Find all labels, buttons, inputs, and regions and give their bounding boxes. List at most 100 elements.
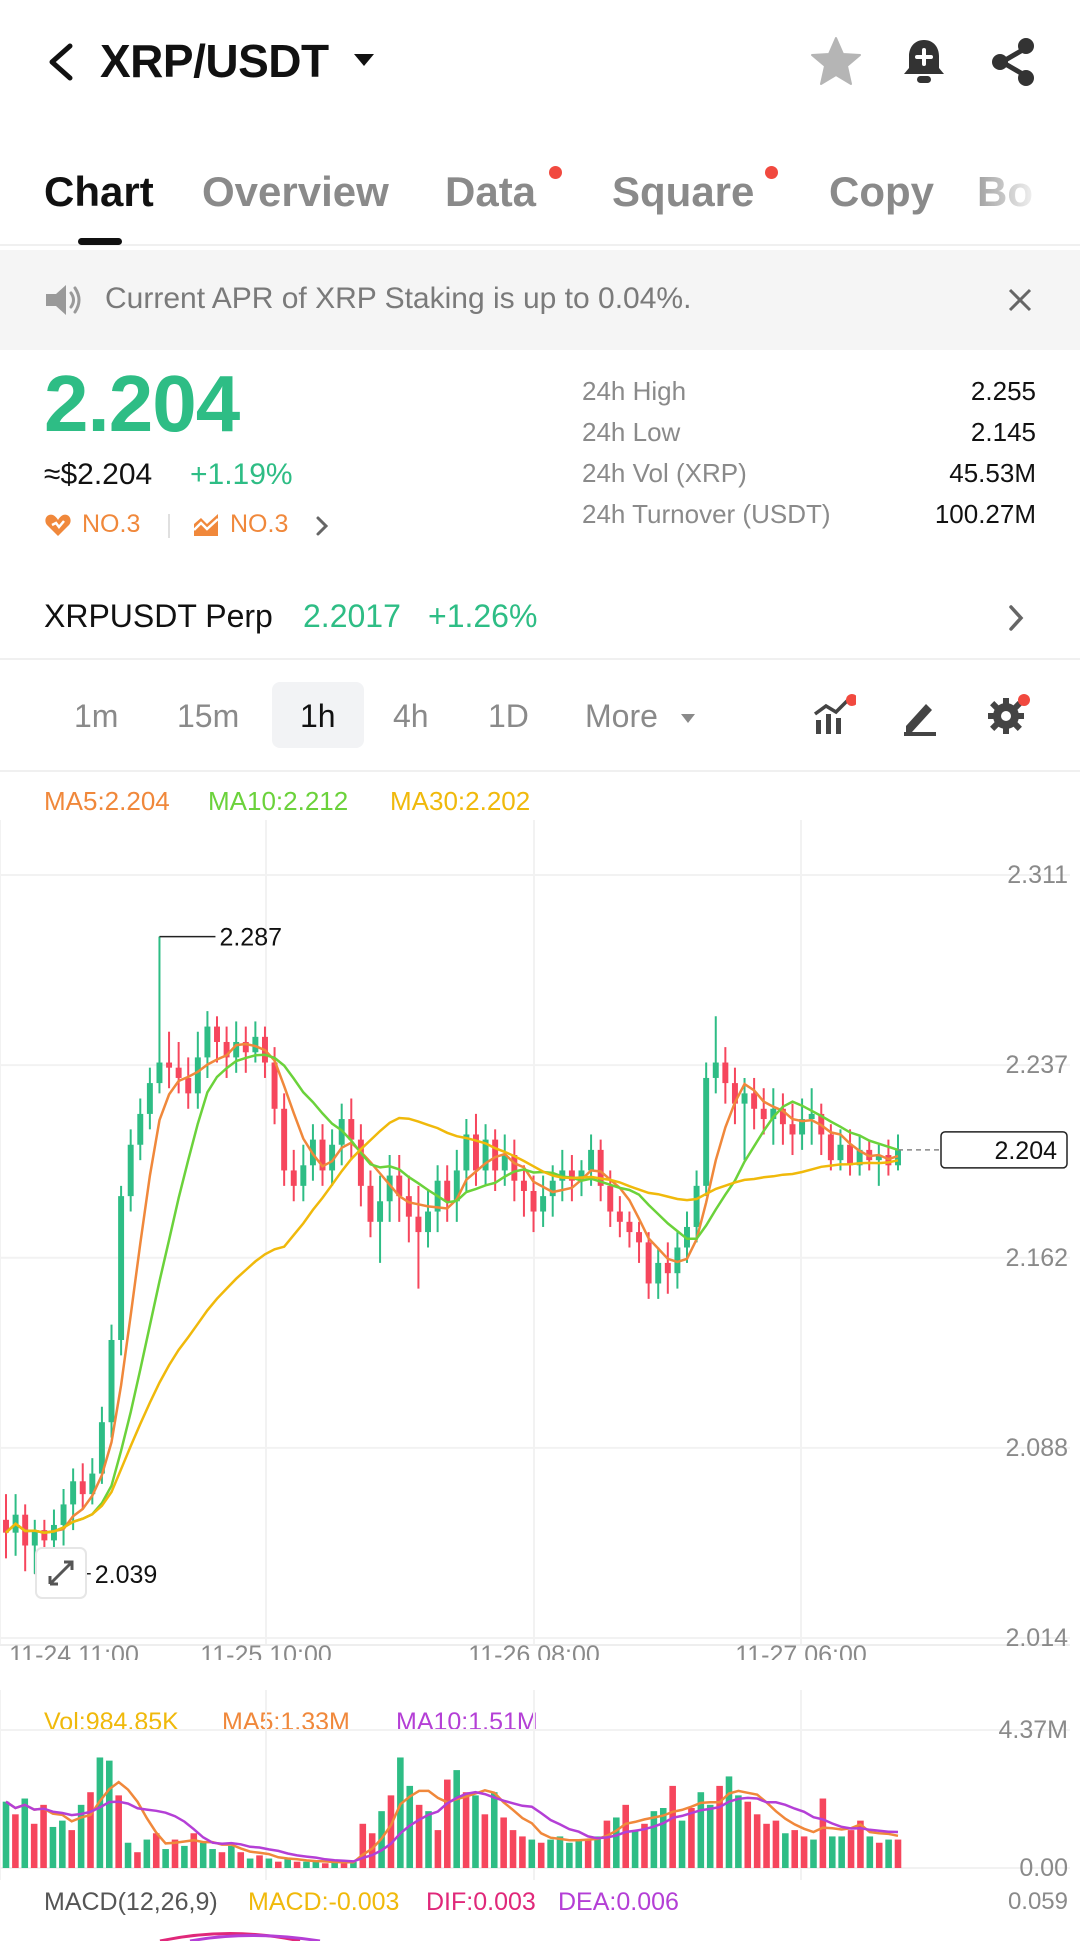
perp-chevron-right-icon[interactable]	[1006, 602, 1026, 639]
volume-bar	[340, 1863, 348, 1868]
volume-bar	[350, 1861, 357, 1868]
candle-body	[837, 1144, 844, 1161]
tab-square[interactable]: Square	[612, 168, 755, 215]
tab-data[interactable]: Data	[445, 168, 537, 215]
volume-bar	[650, 1811, 658, 1868]
volume-bar	[706, 1804, 714, 1868]
volume-bar	[631, 1830, 639, 1868]
candle-body	[223, 1041, 230, 1058]
volume-bar	[819, 1798, 827, 1868]
settings-gear-icon[interactable]	[986, 694, 1030, 738]
ma10-line	[5, 1053, 899, 1534]
candle-body	[271, 1062, 278, 1109]
share-icon[interactable]	[986, 34, 1042, 90]
speaker-icon	[44, 282, 84, 323]
draw-pencil-icon[interactable]	[898, 694, 942, 738]
candle-body	[146, 1083, 153, 1114]
volume-bar	[537, 1842, 545, 1868]
volume-bar	[115, 1795, 122, 1868]
star-icon[interactable]	[808, 34, 864, 90]
tab-overview[interactable]: Overview	[202, 168, 389, 215]
stat-24h-vol-value: 45.53M	[949, 458, 1036, 488]
vol-legend: Vol:984.85K	[44, 1708, 179, 1736]
volume-bar	[472, 1795, 479, 1868]
macd-chart[interactable]	[0, 1916, 1080, 1941]
volume-bar	[397, 1757, 404, 1868]
volume-bar	[500, 1817, 507, 1868]
candle-body	[175, 1067, 182, 1078]
candle-body	[118, 1196, 125, 1340]
candle-body	[290, 1170, 297, 1186]
more-caret-icon[interactable]	[680, 712, 696, 730]
volume-bar	[444, 1779, 451, 1868]
pair-title[interactable]: XRP/USDT	[100, 35, 329, 87]
volume-bar	[284, 1858, 291, 1868]
x-tick-label: 11-27 06:00	[735, 1641, 867, 1660]
close-icon[interactable]	[1006, 286, 1034, 319]
volume-bar	[791, 1830, 799, 1868]
pair-dropdown-icon[interactable]	[352, 52, 376, 73]
ma5-legend: MA5:2.204	[44, 786, 170, 816]
price-change: +1.19%	[190, 458, 293, 491]
ma30-legend: MA30:2.202	[390, 786, 531, 816]
volume-bar	[453, 1770, 460, 1868]
candle-body	[50, 1524, 57, 1541]
volume-bar	[725, 1776, 733, 1868]
volume-bar	[481, 1814, 489, 1868]
stat-24h-low-label: 24h Low	[582, 417, 681, 447]
interval-more[interactable]: More	[585, 698, 658, 734]
interval-1h[interactable]: 1h	[300, 698, 336, 734]
candle-body	[808, 1113, 815, 1120]
candle-body	[453, 1170, 460, 1202]
volume-bar	[237, 1852, 245, 1868]
interval-1m[interactable]: 1m	[74, 698, 119, 734]
candle-body	[770, 1108, 777, 1120]
volume-bar	[753, 1814, 761, 1868]
interval-15m[interactable]: 15m	[177, 698, 240, 734]
volume-bar	[678, 1820, 686, 1868]
candle-body	[185, 1077, 192, 1094]
indicator-icon[interactable]	[812, 694, 858, 738]
interval-4h[interactable]: 4h	[393, 698, 429, 734]
volume-bar	[716, 1785, 723, 1868]
volume-bar	[528, 1839, 536, 1868]
volume-bar	[312, 1861, 320, 1868]
tab-copy[interactable]: Copy	[829, 168, 934, 215]
candle-body	[108, 1339, 115, 1423]
candle-body	[41, 1530, 48, 1541]
hot-rank-icon	[44, 512, 72, 543]
candle-body	[405, 1196, 412, 1217]
volume-bar	[293, 1861, 301, 1868]
tab-active-indicator	[78, 238, 122, 245]
x-tick-label: 11-25 10:00	[200, 1641, 332, 1660]
volume-bar	[462, 1792, 470, 1868]
candle-body	[3, 1519, 9, 1533]
rank-chevron-right-icon[interactable]	[314, 514, 330, 543]
candlestick-chart[interactable]: 2.311 2.237 2.162 2.088 2.014 11-24 11:00 11-2…	[0, 820, 1080, 1660]
volume-bar	[847, 1830, 855, 1868]
y-tick-label: 2.162	[1005, 1244, 1068, 1272]
candle-body	[214, 1026, 220, 1042]
volume-bar	[556, 1836, 564, 1868]
candle-body	[166, 1062, 173, 1068]
price-alert-bell-icon[interactable]	[896, 34, 952, 90]
volume-bar	[228, 1845, 235, 1868]
volume-bar	[162, 1849, 169, 1868]
back-icon[interactable]	[40, 38, 80, 86]
perp-row[interactable]: XRPUSDT Perp 2.2017 +1.26%	[0, 580, 1080, 660]
volume-bar	[566, 1842, 573, 1868]
vol-y-tick-label: 0.00	[1019, 1854, 1068, 1880]
tab-chart[interactable]: Chart	[44, 168, 154, 215]
hot-rank[interactable]: NO.3	[82, 510, 141, 538]
candle-body	[597, 1149, 604, 1186]
announcement-text[interactable]: Current APR of XRP Staking is up to 0.04…	[105, 282, 692, 315]
volume-bar	[246, 1858, 254, 1868]
announcement-banner[interactable]: Current APR of XRP Staking is up to 0.04…	[0, 250, 1080, 350]
volume-bar	[21, 1798, 29, 1868]
volume-bar	[434, 1830, 442, 1868]
interval-1d[interactable]: 1D	[488, 698, 529, 734]
vol-ma5-legend: MA5:1.33M	[222, 1708, 350, 1736]
gainer-rank[interactable]: NO.3	[230, 510, 289, 538]
volume-chart[interactable]: 4.37M 0.00	[0, 1690, 1080, 1880]
volume-bar	[547, 1839, 554, 1868]
